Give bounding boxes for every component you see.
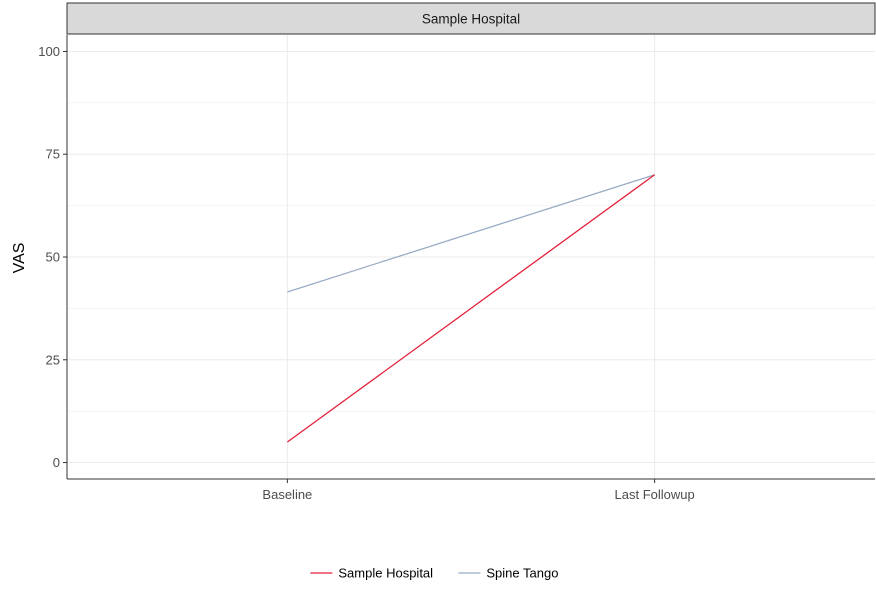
legend: Sample Hospital Spine Tango (310, 566, 558, 581)
y-tick-label: 50 (46, 250, 60, 265)
facet-strip: Sample Hospital (66, 2, 876, 35)
facet-strip-background (66, 2, 876, 35)
legend-label: Sample Hospital (338, 566, 433, 581)
x-tick-label: Baseline (262, 487, 312, 502)
axes: 0 25 50 75 100 Baseline Last Followup (38, 35, 875, 502)
series-line-sample-hospital (286, 174, 656, 443)
y-tick-label: 0 (53, 455, 60, 470)
x-tick-label: Last Followup (615, 487, 695, 502)
facet-title: Sample Hospital (422, 12, 520, 27)
series-line-spine-tango (287, 174, 655, 293)
y-tick-label: 25 (46, 352, 60, 367)
legend-label: Spine Tango (486, 566, 558, 581)
series-lines (286, 174, 656, 443)
y-tick-label: 100 (38, 44, 60, 59)
grid-lines (67, 35, 875, 479)
y-tick-label: 75 (46, 147, 60, 162)
y-axis-label: VAS (11, 243, 28, 274)
